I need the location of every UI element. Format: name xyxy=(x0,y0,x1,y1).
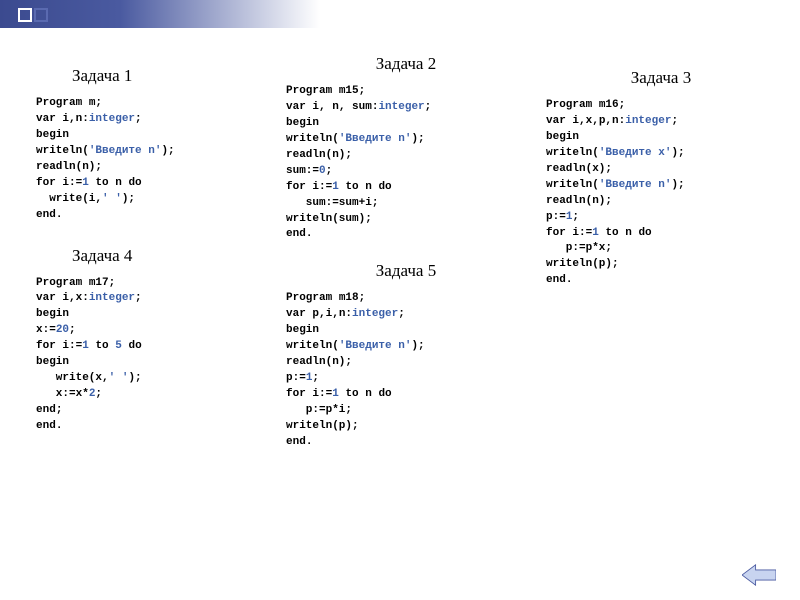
task-4-title: Задача 4 xyxy=(36,246,266,266)
task-1-title: Задача 1 xyxy=(36,66,266,86)
task-5: Задача 5 Program m18; var p,i,n:integer;… xyxy=(286,261,526,450)
column-1: Задача 1 Program m; var i,n:integer; beg… xyxy=(36,66,266,453)
task-1: Задача 1 Program m; var i,n:integer; beg… xyxy=(36,66,266,224)
task-2: Задача 2 Program m15; var i, n, sum:inte… xyxy=(286,54,526,243)
back-arrow-icon[interactable] xyxy=(742,564,776,586)
task-4-code: Program m17; var i,x:integer; begin x:=2… xyxy=(36,276,266,435)
task-5-code: Program m18; var p,i,n:integer; begin wr… xyxy=(286,291,526,450)
task-5-title: Задача 5 xyxy=(286,261,526,281)
task-4: Задача 4 Program m17; var i,x:integer; b… xyxy=(36,246,266,435)
task-2-title: Задача 2 xyxy=(286,54,526,74)
task-3-code: Program m16; var i,x,p,n:integer; begin … xyxy=(546,98,776,289)
column-3: Задача 3 Program m16; var i,x,p,n:intege… xyxy=(546,68,776,307)
column-2: Задача 2 Program m15; var i, n, sum:inte… xyxy=(286,54,526,469)
task-1-code: Program m; var i,n:integer; begin writel… xyxy=(36,96,266,224)
title-bar xyxy=(0,0,800,28)
task-3-title: Задача 3 xyxy=(546,68,776,88)
task-2-code: Program m15; var i, n, sum:integer; begi… xyxy=(286,84,526,243)
task-3: Задача 3 Program m16; var i,x,p,n:intege… xyxy=(546,68,776,289)
